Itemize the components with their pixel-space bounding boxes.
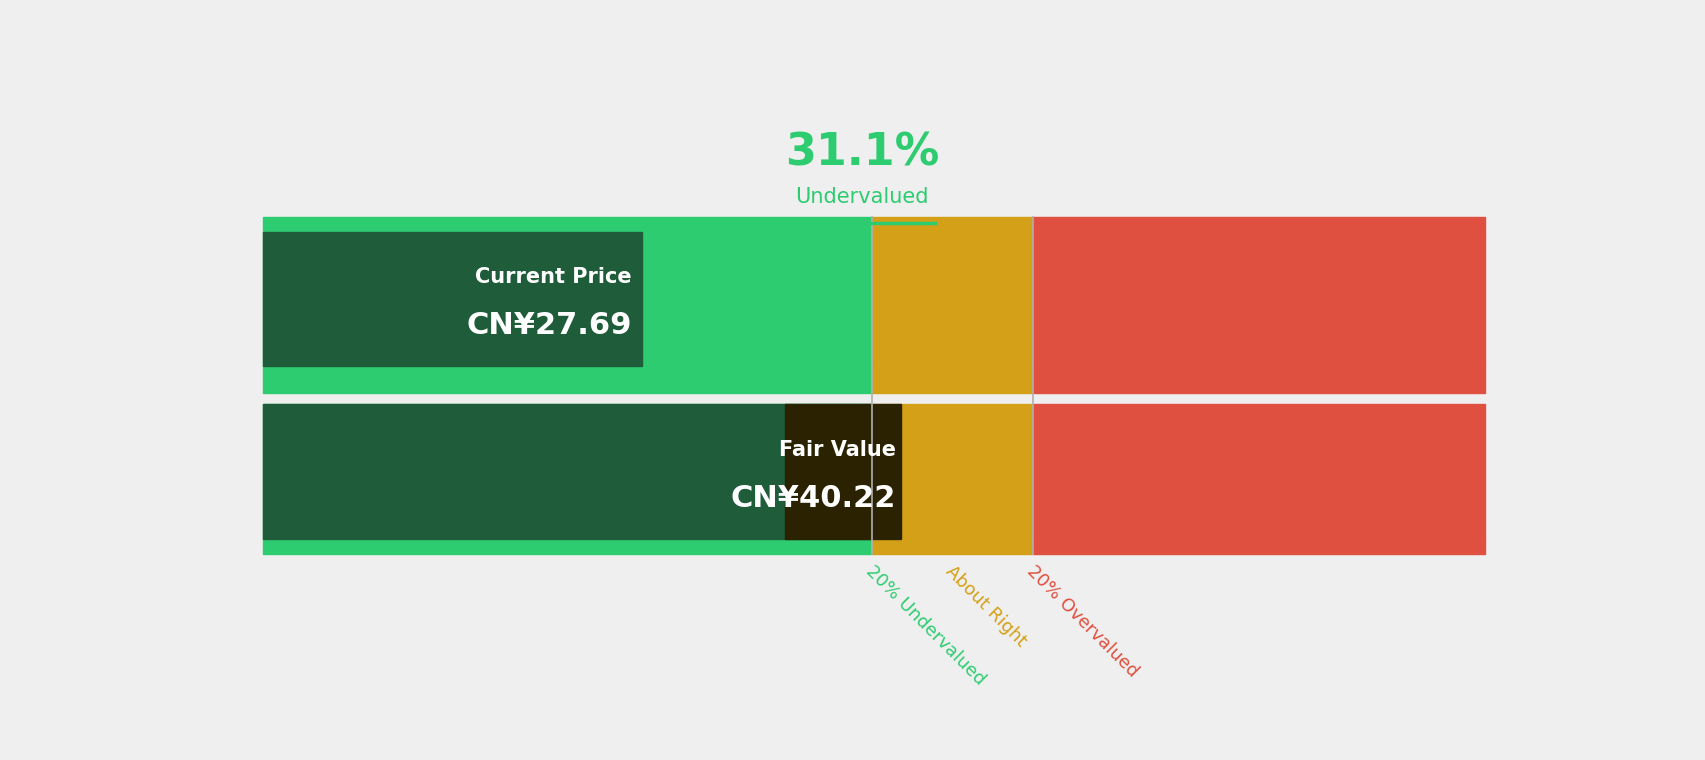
Bar — [1033, 366, 1485, 393]
Bar — [263, 232, 641, 366]
Text: CN¥27.69: CN¥27.69 — [465, 312, 631, 340]
Bar — [1033, 217, 1485, 232]
Bar — [1033, 539, 1485, 553]
Bar — [871, 232, 1033, 366]
Text: Undervalued: Undervalued — [795, 186, 928, 207]
Bar — [784, 404, 900, 539]
Bar — [1033, 404, 1485, 539]
Bar — [1033, 232, 1485, 366]
Text: 20% Undervalued: 20% Undervalued — [861, 562, 987, 689]
Bar — [263, 217, 871, 232]
Bar — [263, 232, 871, 366]
Bar — [263, 404, 871, 539]
Text: About Right: About Right — [941, 562, 1030, 651]
Text: Current Price: Current Price — [474, 268, 631, 287]
Bar — [871, 539, 1033, 553]
Text: 31.1%: 31.1% — [784, 131, 939, 174]
Text: CN¥40.22: CN¥40.22 — [730, 484, 895, 513]
Bar — [871, 404, 1033, 539]
Text: 20% Overvalued: 20% Overvalued — [1023, 562, 1141, 681]
Bar — [871, 217, 1033, 232]
Text: Fair Value: Fair Value — [777, 440, 895, 460]
Bar — [263, 366, 871, 393]
Bar — [871, 366, 1033, 393]
Bar — [263, 539, 871, 553]
Bar — [263, 404, 871, 539]
